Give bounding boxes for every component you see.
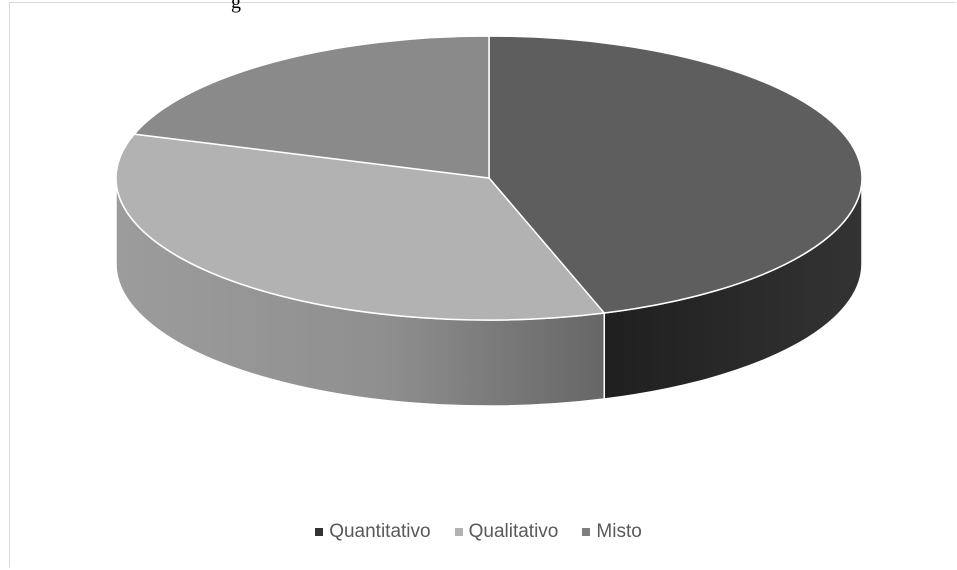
legend-item-qualitativo: Qualitativo: [454, 521, 559, 543]
caption-fragment: g: [231, 0, 241, 13]
legend-label: Quantitativo: [329, 521, 431, 542]
legend-item-quantitativo: Quantitativo: [315, 521, 431, 543]
chart-legend: Quantitativo Qualitativo Misto: [0, 521, 957, 543]
pie-slice-quantitativo: [488, 35, 863, 314]
pie-slice-qualitativo: [115, 133, 606, 321]
pie-slice-misto: [133, 35, 490, 179]
legend-swatch: [315, 528, 324, 536]
legend-item-misto: Misto: [582, 521, 642, 543]
legend-swatch: [454, 528, 463, 536]
chart-area: [9, 2, 956, 568]
legend-swatch: [582, 528, 591, 536]
legend-label: Qualitativo: [468, 521, 559, 542]
legend-label: Misto: [596, 521, 642, 542]
